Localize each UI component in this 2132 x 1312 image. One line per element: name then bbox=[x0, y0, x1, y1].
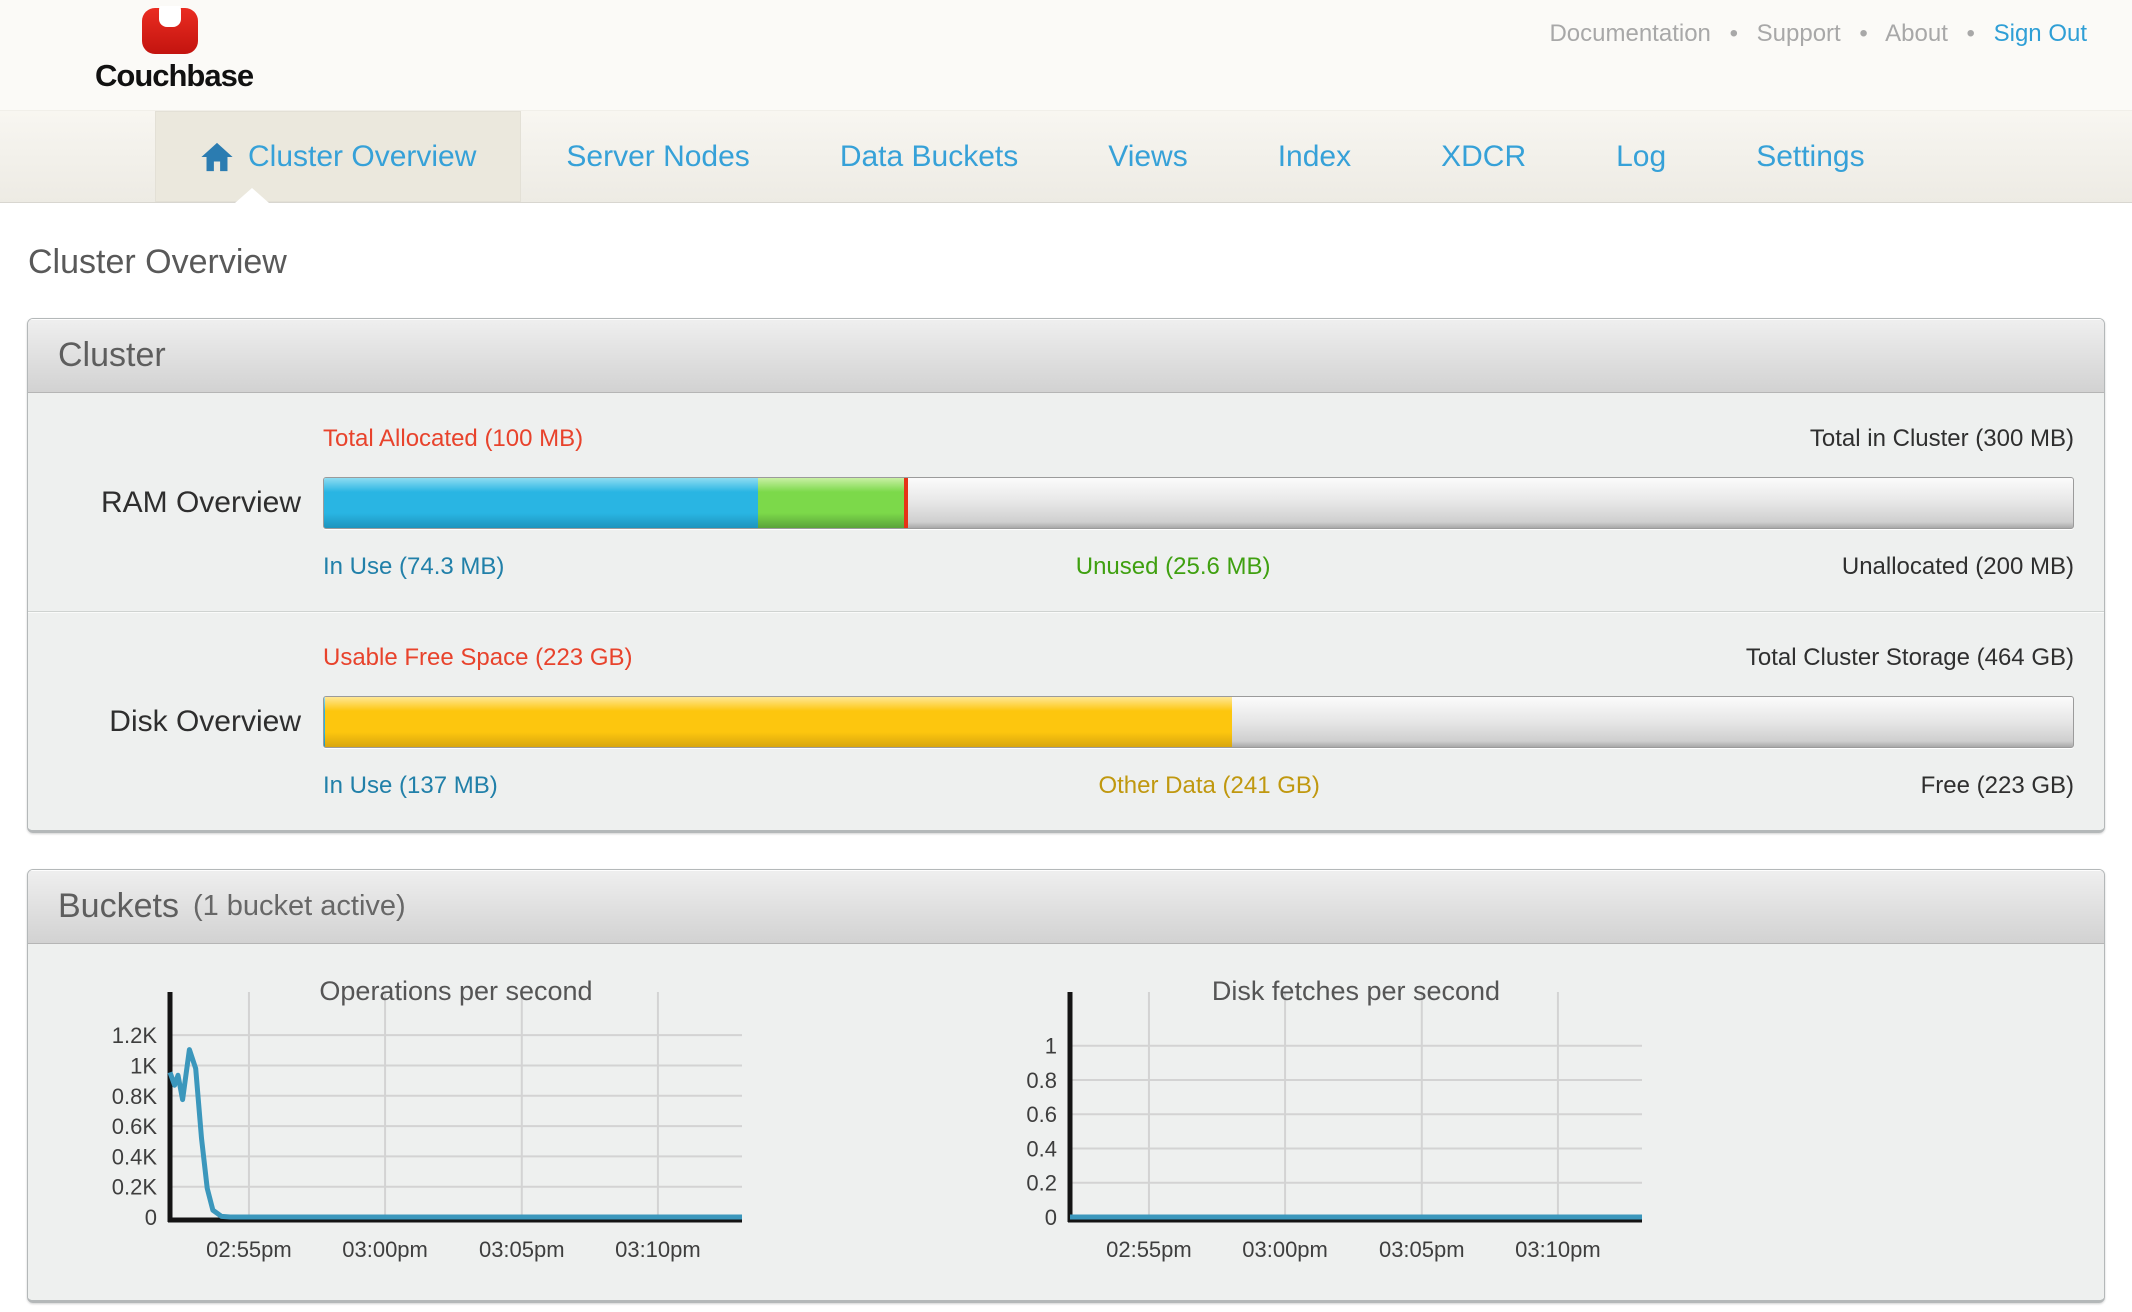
y-tick-label: 0 bbox=[1045, 1205, 1057, 1230]
y-tick-label: 0.6 bbox=[1026, 1102, 1057, 1127]
home-icon bbox=[201, 142, 233, 171]
page-title: Cluster Overview bbox=[28, 243, 287, 281]
disk-in-use-segment bbox=[324, 697, 325, 747]
y-tick-label: 0.8K bbox=[112, 1084, 158, 1109]
disk-other-data-segment bbox=[324, 697, 1233, 747]
disk-fetches-per-second-chart: 0 0.2 0.4 0.6 0.8 1 02:55pm 03:00pm 03:05pm 03:10… bbox=[992, 968, 1652, 1274]
cluster-panel-header: Cluster bbox=[28, 319, 2104, 393]
tab-settings[interactable]: Settings bbox=[1711, 111, 1909, 202]
tab-cluster-overview[interactable]: Cluster Overview bbox=[155, 111, 522, 203]
ram-total-in-cluster-label: Total in Cluster (300 MB) bbox=[1809, 425, 2074, 452]
ram-unused-segment bbox=[757, 478, 907, 528]
operations-per-second-svg: 0 0.2K 0.4K 0.6K 0.8K 1K 1.2K 02:55pm 03:00pm 03:… bbox=[112, 976, 742, 1262]
tab-views[interactable]: Views bbox=[1063, 111, 1232, 202]
y-tick-label: 1K bbox=[130, 1053, 157, 1078]
buckets-panel: Buckets (1 bucket active) 0 0.2K 0.4K 0.6K 0… bbox=[27, 869, 2105, 1303]
y-tick-label: 0.4K bbox=[112, 1144, 158, 1169]
operations-per-second-chart: 0 0.2K 0.4K 0.6K 0.8K 1K 1.2K 02:55pm 03:00pm 03:… bbox=[92, 968, 752, 1274]
tab-label: Settings bbox=[1756, 139, 1865, 173]
disk-usable-free-space-label: Usable Free Space (223 GB) bbox=[323, 644, 633, 671]
couchbase-logo[interactable]: Couchbase bbox=[95, 6, 254, 94]
y-tick-label: 0.2 bbox=[1026, 1171, 1057, 1196]
ram-in-use-label: In Use (74.3 MB) bbox=[323, 553, 505, 580]
header-links: Documentation • Support • About • Sign O… bbox=[1549, 20, 2087, 48]
tab-log[interactable]: Log bbox=[1571, 111, 1711, 202]
y-tick-label: 0.2K bbox=[112, 1175, 158, 1200]
y-tick-label: 0.6K bbox=[112, 1114, 158, 1139]
ram-overview-label: RAM Overview bbox=[100, 486, 301, 519]
x-tick-label: 03:00pm bbox=[1242, 1237, 1328, 1262]
link-about[interactable]: About bbox=[1885, 20, 1948, 47]
disk-fetches-per-second-svg: 0 0.2 0.4 0.6 0.8 1 02:55pm 03:00pm 03:05pm 03:10… bbox=[1026, 976, 1642, 1262]
buckets-panel-header: Buckets (1 bucket active) bbox=[28, 870, 2104, 944]
active-tab-pointer bbox=[235, 188, 269, 203]
buckets-panel-title: Buckets bbox=[58, 887, 179, 925]
ram-overview-row: RAM Overview Total Allocated (100 MB) To… bbox=[28, 393, 2104, 611]
chart-title: Operations per second bbox=[319, 976, 592, 1006]
y-tick-label: 0 bbox=[145, 1205, 157, 1230]
buckets-panel-body: 0 0.2K 0.4K 0.6K 0.8K 1K 1.2K 02:55pm 03:00pm 03:… bbox=[28, 944, 2104, 1300]
disk-other-data-label: Other Data (241 GB) bbox=[1098, 772, 1320, 799]
app-header: Couchbase Documentation • Support • Abou… bbox=[0, 0, 2132, 110]
tab-label: Log bbox=[1616, 139, 1667, 173]
disk-free-label: Free (223 GB) bbox=[1920, 772, 2074, 799]
total-allocated-marker bbox=[904, 478, 909, 528]
link-sign-out[interactable]: Sign Out bbox=[1993, 20, 2087, 47]
cluster-panel-title: Cluster bbox=[58, 336, 166, 374]
tab-xdcr[interactable]: XDCR bbox=[1396, 111, 1571, 202]
tab-label: Server Nodes bbox=[566, 139, 750, 173]
main-nav: Cluster Overview Server Nodes Data Bucke… bbox=[0, 110, 2132, 203]
tab-server-nodes[interactable]: Server Nodes bbox=[521, 111, 794, 202]
tab-label: Index bbox=[1277, 139, 1352, 173]
disk-overview-row: Disk Overview Usable Free Space (223 GB)… bbox=[28, 611, 2104, 830]
couchbase-logo-icon bbox=[142, 6, 198, 54]
ram-total-allocated-label: Total Allocated (100 MB) bbox=[323, 425, 584, 452]
series-line bbox=[167, 1047, 742, 1220]
cluster-panel-body: RAM Overview Total Allocated (100 MB) To… bbox=[28, 393, 2104, 830]
nav-tabs: Cluster Overview Server Nodes Data Bucke… bbox=[155, 111, 2132, 203]
tab-label: XDCR bbox=[1441, 139, 1527, 173]
x-tick-label: 02:55pm bbox=[206, 1237, 292, 1262]
x-tick-label: 03:05pm bbox=[1379, 1237, 1465, 1262]
disk-total-storage-label: Total Cluster Storage (464 GB) bbox=[1745, 644, 2074, 671]
ram-unallocated-label: Unallocated (200 MB) bbox=[1841, 553, 2074, 580]
link-separator: • bbox=[1966, 20, 1975, 47]
buckets-panel-subtitle: (1 bucket active) bbox=[192, 890, 406, 922]
tab-data-buckets[interactable]: Data Buckets bbox=[795, 111, 1063, 202]
ram-in-use-segment bbox=[324, 478, 758, 528]
y-tick-label: 0.4 bbox=[1026, 1136, 1057, 1161]
disk-overview-label: Disk Overview bbox=[109, 705, 301, 738]
x-tick-label: 03:00pm bbox=[342, 1237, 428, 1262]
x-tick-label: 03:05pm bbox=[479, 1237, 565, 1262]
y-tick-label: 0.8 bbox=[1026, 1068, 1057, 1093]
x-tick-label: 02:55pm bbox=[1106, 1237, 1192, 1262]
disk-usage-bar bbox=[323, 696, 2074, 748]
link-support[interactable]: Support bbox=[1756, 20, 1841, 47]
x-tick-label: 03:10pm bbox=[1515, 1237, 1601, 1262]
ram-unused-label: Unused (25.6 MB) bbox=[1075, 553, 1271, 580]
ram-usage-bar bbox=[323, 477, 2074, 529]
link-separator: • bbox=[1729, 20, 1738, 47]
tab-label: Views bbox=[1108, 139, 1188, 173]
y-tick-label: 1.2K bbox=[112, 1023, 158, 1048]
cluster-panel: Cluster RAM Overview Total Allocated (10… bbox=[27, 318, 2105, 833]
link-separator: • bbox=[1859, 20, 1868, 47]
main-content: Cluster Overview Cluster RAM Overview To… bbox=[0, 243, 2132, 1303]
disk-in-use-label: In Use (137 MB) bbox=[323, 772, 498, 799]
tab-label: Cluster Overview bbox=[248, 139, 477, 173]
tab-label: Data Buckets bbox=[839, 139, 1019, 173]
chart-title: Disk fetches per second bbox=[1212, 976, 1500, 1006]
logo-text: Couchbase bbox=[95, 58, 254, 93]
x-tick-label: 03:10pm bbox=[615, 1237, 701, 1262]
y-tick-label: 1 bbox=[1045, 1034, 1057, 1059]
link-documentation[interactable]: Documentation bbox=[1549, 20, 1711, 47]
tab-index[interactable]: Index bbox=[1233, 111, 1396, 202]
